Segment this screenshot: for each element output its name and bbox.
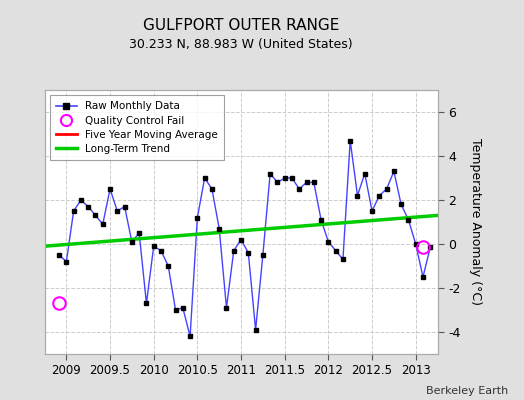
Text: 30.233 N, 88.983 W (United States): 30.233 N, 88.983 W (United States) — [129, 38, 353, 51]
Text: GULFPORT OUTER RANGE: GULFPORT OUTER RANGE — [143, 18, 339, 33]
Text: Berkeley Earth: Berkeley Earth — [426, 386, 508, 396]
Y-axis label: Temperature Anomaly (°C): Temperature Anomaly (°C) — [468, 138, 482, 306]
Legend: Raw Monthly Data, Quality Control Fail, Five Year Moving Average, Long-Term Tren: Raw Monthly Data, Quality Control Fail, … — [50, 95, 224, 160]
